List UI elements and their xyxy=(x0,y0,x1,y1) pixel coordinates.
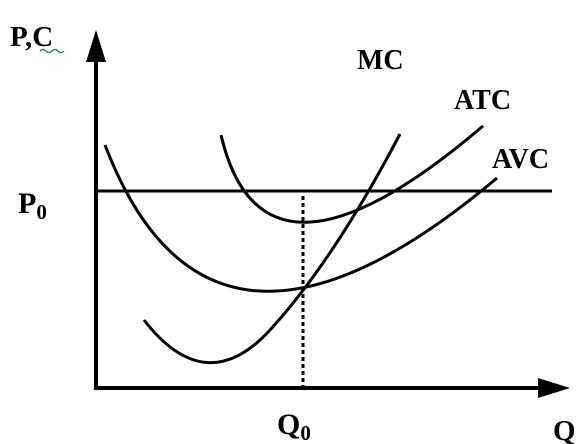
quantity-label: Q0 xyxy=(277,408,311,444)
quantity-label-sub: 0 xyxy=(300,421,311,444)
price-label-main: P xyxy=(18,187,36,220)
x-axis-arrowhead xyxy=(538,378,570,398)
x-axis-label: Q xyxy=(553,415,576,444)
atc-curve xyxy=(219,124,484,224)
price-label-sub: 0 xyxy=(36,200,47,224)
spellcheck-underline xyxy=(39,48,65,54)
avc-curve xyxy=(103,144,498,293)
atc-label: ATC xyxy=(454,85,511,116)
avc-label: AVC xyxy=(492,144,549,175)
mc-label: MC xyxy=(357,45,404,76)
y-axis-label: P,C xyxy=(10,21,53,53)
quantity-label-main: Q xyxy=(277,408,300,441)
mc-curve xyxy=(142,133,402,364)
y-axis-arrowhead xyxy=(86,30,106,62)
price-label: P0 xyxy=(18,187,47,224)
